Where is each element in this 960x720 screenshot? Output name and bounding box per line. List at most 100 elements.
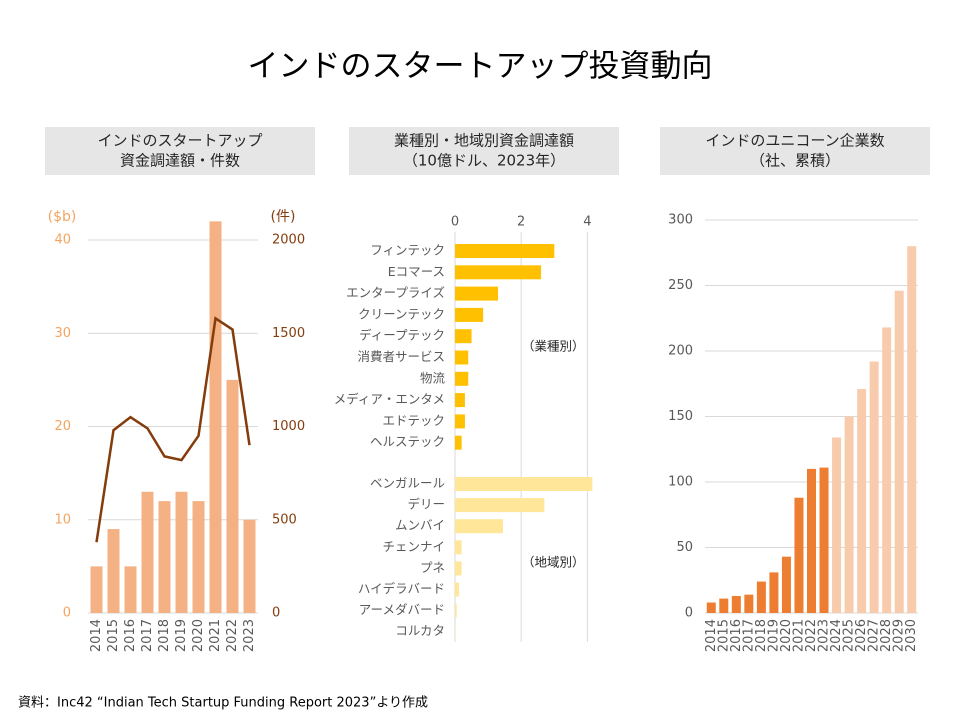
bar [141, 491, 154, 613]
x-tick-label: 0 [451, 215, 459, 230]
bar [455, 350, 469, 365]
x-tick-label: 2014 [89, 619, 104, 652]
y-tick-label: 50 [676, 540, 693, 555]
x-tick-label: 2020 [779, 619, 794, 652]
bar [844, 416, 854, 613]
bar [455, 265, 542, 280]
y-tick-label: ディープテック [359, 328, 445, 343]
panel-header [349, 127, 619, 175]
bar [769, 572, 779, 613]
y-tick-label: 10 [54, 512, 71, 527]
x-tick-label: 2019 [174, 619, 189, 652]
y-tick-label: 物流 [420, 370, 446, 385]
y-tick-label: ヘルステック [370, 434, 445, 449]
y2-tick-label: 2000 [272, 233, 305, 248]
panel-title: 業種別・地域別資金調達額 [394, 132, 574, 150]
y-tick-label: メディア・エンタメ [334, 392, 445, 407]
bar [226, 379, 239, 613]
x-tick-label: 2014 [704, 619, 719, 652]
x-tick-label: 2022 [804, 619, 819, 652]
y-tick-label: デリー [407, 497, 445, 512]
panel-header [660, 127, 930, 175]
x-tick-label: 2021 [208, 619, 223, 652]
y-tick-label: 30 [54, 326, 71, 341]
bar [90, 566, 103, 613]
x-tick-label: 2021 [791, 619, 806, 652]
x-tick-label: 2023 [242, 619, 257, 652]
y-tick-label: 150 [668, 409, 693, 424]
y2-tick-label: 1000 [272, 419, 305, 434]
x-tick-label: 2020 [191, 619, 206, 652]
x-tick-label: 2024 [829, 619, 844, 652]
y2-axis-label: (件) [271, 209, 296, 225]
bar [455, 371, 469, 386]
y-tick-label: 200 [668, 344, 693, 359]
bar [158, 501, 171, 613]
y-tick-label: アーメダバード [359, 602, 445, 617]
y-tick-label: クリーンテック [358, 306, 445, 321]
y-tick-label: チェンナイ [382, 539, 445, 554]
bar [731, 595, 741, 613]
bar [857, 388, 867, 613]
bar [455, 307, 484, 322]
bar [455, 561, 462, 576]
bar [455, 286, 499, 301]
panel-header [45, 127, 315, 175]
bar [455, 582, 459, 597]
y-tick-label: 40 [54, 233, 71, 248]
bar [907, 246, 917, 613]
panel-title: （10億ドル、2023年） [403, 152, 565, 170]
y-tick-label: 20 [54, 419, 71, 434]
bar [719, 598, 729, 613]
slide-title: インドのスタートアップ投資動向 [248, 49, 713, 85]
y-tick-label: プネ [420, 560, 445, 575]
bar [794, 497, 804, 613]
x-tick-label: 2015 [106, 619, 121, 652]
bar [455, 603, 457, 618]
bar [744, 594, 754, 613]
y2-tick-label: 1500 [272, 326, 305, 341]
bar [209, 221, 222, 613]
bar [706, 602, 716, 613]
bar [124, 566, 137, 613]
panel-title: （社、累積） [750, 152, 840, 170]
x-tick-label: 2023 [817, 619, 832, 652]
bar [455, 329, 472, 344]
y-tick-label: 0 [63, 606, 71, 621]
bar [455, 498, 545, 513]
y-tick-label: エンタープライズ [346, 285, 445, 300]
x-tick-label: 2016 [729, 619, 744, 652]
group-label: （地域別） [522, 555, 585, 570]
x-tick-label: 2027 [867, 619, 882, 652]
x-tick-label: 2017 [140, 619, 155, 652]
x-tick-label: 2018 [157, 619, 172, 652]
y-tick-label: エドテック [382, 413, 445, 428]
bar [894, 290, 904, 613]
x-tick-label: 2019 [766, 619, 781, 652]
y2-tick-label: 500 [272, 512, 297, 527]
bar [107, 529, 120, 613]
x-tick-label: 2029 [892, 619, 907, 652]
bar [455, 477, 593, 491]
y-tick-label: フィンテック [370, 243, 445, 258]
bar [882, 327, 892, 613]
bar [807, 468, 816, 613]
bar [455, 519, 503, 534]
y-tick-label: 0 [685, 606, 693, 621]
bar [832, 437, 842, 613]
panel-title: インドのスタートアップ [97, 132, 262, 150]
bar [869, 361, 879, 613]
bar [819, 467, 829, 613]
y-tick-label: コルカタ [395, 623, 445, 638]
x-tick-label: 2026 [854, 619, 869, 652]
group-label: （業種別） [522, 339, 585, 354]
x-tick-label: 2015 [716, 619, 731, 652]
bar [175, 491, 188, 613]
x-tick-label: 4 [583, 215, 591, 230]
x-tick-label: 2028 [879, 619, 894, 652]
y-tick-label: 消費者サービス [357, 349, 445, 364]
bar [756, 581, 766, 613]
source-note: 資料：Inc42 “Indian Tech Startup Funding Re… [18, 696, 428, 711]
bar [455, 244, 555, 258]
